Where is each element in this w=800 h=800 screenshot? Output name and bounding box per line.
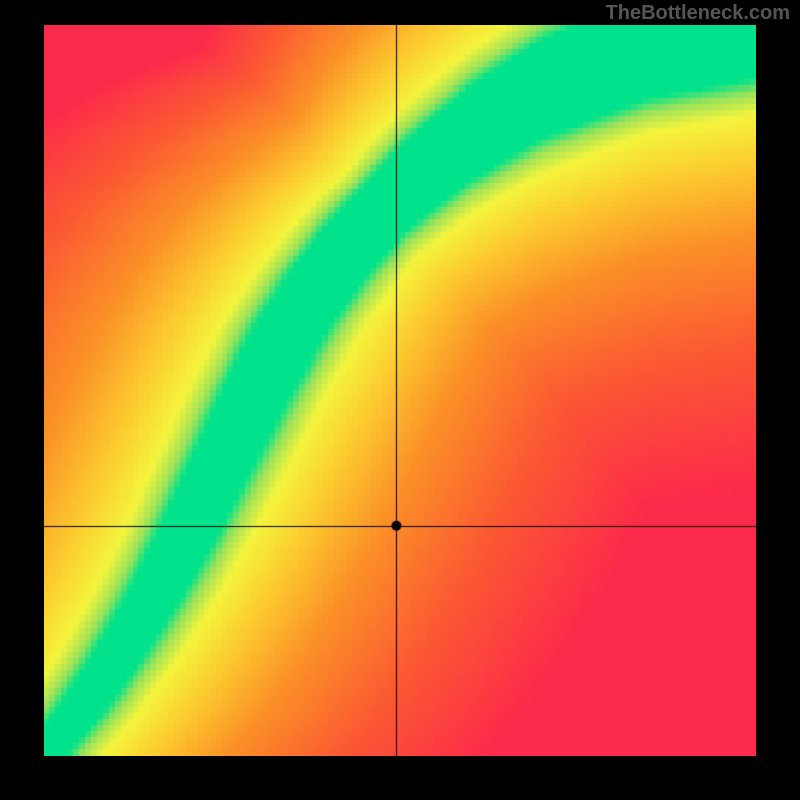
watermark-text: TheBottleneck.com — [606, 2, 790, 25]
chart-container: TheBottleneck.com — [0, 0, 800, 800]
bottleneck-heatmap — [44, 25, 756, 756]
